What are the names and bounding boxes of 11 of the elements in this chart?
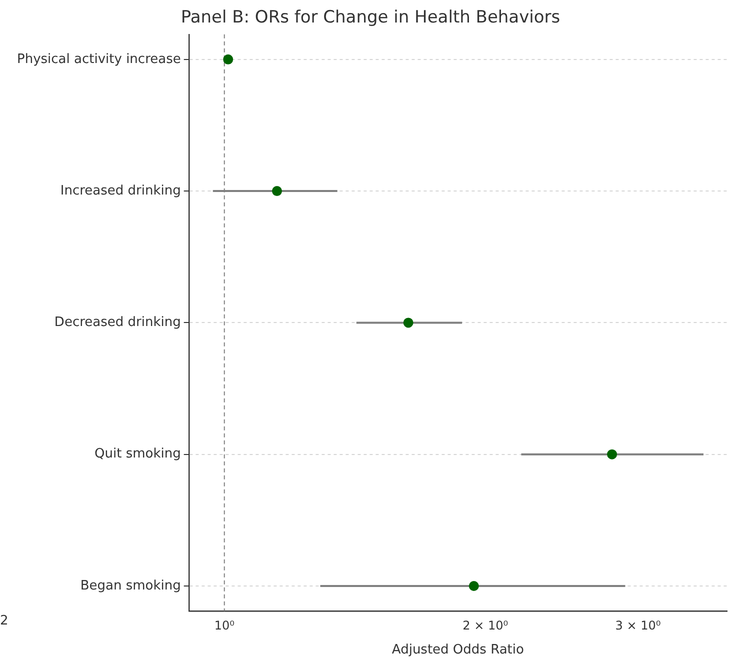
y-tick-label: Began smoking: [80, 578, 181, 594]
y-tick-label: Quit smoking: [94, 446, 181, 462]
chart-title: Panel B: ORs for Change in Health Behaviors: [180, 8, 560, 28]
x-axis-title: Adjusted Odds Ratio: [392, 642, 524, 658]
x-tick-label: 3 × 10⁰: [615, 618, 661, 632]
x-tick-label: 2 × 10⁰: [462, 618, 508, 632]
y-tick-label: Increased drinking: [60, 183, 181, 198]
x-tick-label: 10⁰: [214, 618, 235, 632]
y-tick-label: Physical activity increase: [17, 52, 181, 67]
text: 2: [0, 613, 8, 628]
y-tick-label: Decreased drinking: [54, 315, 181, 330]
